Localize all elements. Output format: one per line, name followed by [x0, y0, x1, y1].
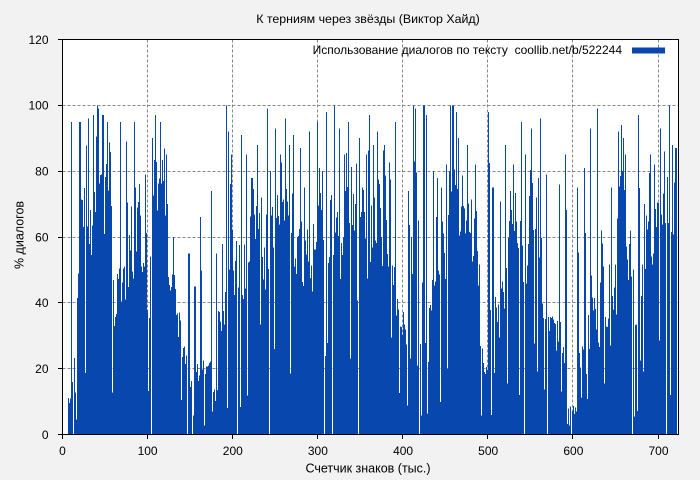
svg-text:300: 300: [308, 444, 328, 458]
svg-text:700: 700: [648, 444, 668, 458]
svg-text:40: 40: [35, 296, 49, 310]
svg-text:Использование диалогов по текс: Использование диалогов по тексту coollib…: [313, 43, 623, 57]
svg-text:400: 400: [393, 444, 413, 458]
svg-text:% диалогов: % диалогов: [13, 201, 27, 269]
svg-text:К терниям через звёзды (Виктор: К терниям через звёзды (Виктор Хайд): [256, 12, 480, 26]
svg-text:200: 200: [223, 444, 243, 458]
svg-text:Счетчик знаков (тыс.): Счетчик знаков (тыс.): [305, 462, 430, 476]
svg-text:20: 20: [35, 362, 49, 376]
svg-text:0: 0: [59, 444, 66, 458]
svg-text:120: 120: [28, 33, 48, 47]
svg-text:100: 100: [28, 99, 48, 113]
svg-text:0: 0: [42, 428, 49, 442]
svg-text:500: 500: [478, 444, 498, 458]
svg-text:80: 80: [35, 165, 49, 179]
svg-text:60: 60: [35, 230, 49, 244]
svg-text:600: 600: [563, 444, 583, 458]
svg-text:100: 100: [138, 444, 158, 458]
